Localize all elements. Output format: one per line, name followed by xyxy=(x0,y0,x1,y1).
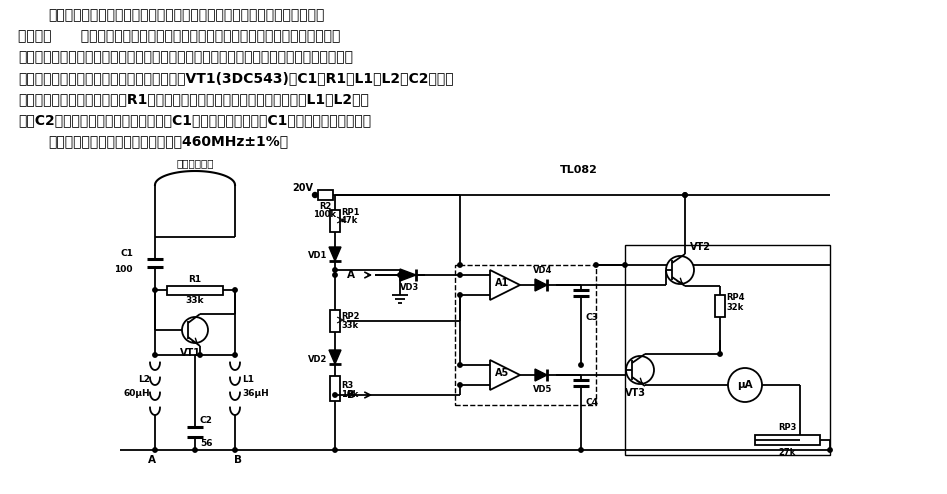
Circle shape xyxy=(828,448,832,452)
Polygon shape xyxy=(490,270,520,300)
Polygon shape xyxy=(329,247,341,261)
Polygon shape xyxy=(535,369,547,381)
Text: R3: R3 xyxy=(341,381,353,390)
Text: 47k: 47k xyxy=(341,216,358,225)
Text: VD5: VD5 xyxy=(533,385,553,394)
Text: C1: C1 xyxy=(120,248,133,257)
Circle shape xyxy=(198,353,203,357)
Text: C4: C4 xyxy=(586,398,599,407)
Bar xyxy=(715,295,725,317)
Polygon shape xyxy=(490,360,520,390)
Circle shape xyxy=(193,448,197,452)
Text: R1: R1 xyxy=(188,275,202,284)
Polygon shape xyxy=(400,269,416,281)
Text: TL082: TL082 xyxy=(560,165,598,175)
Bar xyxy=(330,376,340,401)
Circle shape xyxy=(182,317,208,343)
Text: B: B xyxy=(234,455,242,465)
Text: 100: 100 xyxy=(115,265,133,275)
Text: VD3: VD3 xyxy=(401,283,420,292)
Text: 32k: 32k xyxy=(726,303,743,312)
Text: 10k: 10k xyxy=(341,390,358,399)
Text: VT3: VT3 xyxy=(624,388,646,398)
Circle shape xyxy=(623,263,627,267)
Text: 半波振子天线: 半波振子天线 xyxy=(176,158,214,168)
Text: RP1: RP1 xyxy=(341,208,360,217)
Text: 60μH: 60μH xyxy=(123,388,150,398)
Circle shape xyxy=(332,273,337,277)
Circle shape xyxy=(579,448,583,452)
Text: VD2: VD2 xyxy=(308,355,327,364)
Bar xyxy=(755,435,820,445)
Text: 去，此电波经反射向地面辐射；由高频晶体管VT1(3DC543)、C1、R1、L1、L2、C2及天线: 去，此电波经反射向地面辐射；由高频晶体管VT1(3DC543)、C1、R1、L1… xyxy=(18,71,454,85)
Circle shape xyxy=(152,353,157,357)
Circle shape xyxy=(457,273,462,277)
Text: L1: L1 xyxy=(242,375,254,384)
Text: C2: C2 xyxy=(200,416,213,425)
Circle shape xyxy=(332,393,337,397)
Text: 容器C2作高频滤波器，振荡频率决定于C1及天线参数，可改变C1调整自激振荡器频率以: 容器C2作高频滤波器，振荡频率决定于C1及天线参数，可改变C1调整自激振荡器频率… xyxy=(18,113,371,127)
Circle shape xyxy=(313,193,317,198)
Text: B: B xyxy=(347,390,355,400)
Bar xyxy=(330,310,340,332)
Text: VT2: VT2 xyxy=(690,242,711,252)
Text: A1: A1 xyxy=(495,278,509,288)
Text: L2: L2 xyxy=(138,375,150,384)
Polygon shape xyxy=(535,279,547,291)
Circle shape xyxy=(233,448,237,452)
Circle shape xyxy=(398,273,402,277)
Text: 组成电容三点式振荡器，电阻R1用来选择自激振荡器的静态工作点，扼流圈L1和L2与电: 组成电容三点式振荡器，电阻R1用来选择自激振荡器的静态工作点，扼流圈L1和L2与… xyxy=(18,92,369,106)
Text: 土壤水分电子测量仪可以用来快速地测定田间和温室的土壤内水分的含量。: 土壤水分电子测量仪可以用来快速地测定田间和温室的土壤内水分的含量。 xyxy=(48,8,325,22)
Circle shape xyxy=(579,363,583,367)
Circle shape xyxy=(594,263,599,267)
Bar xyxy=(625,245,830,455)
Text: 20V: 20V xyxy=(292,183,313,193)
Circle shape xyxy=(457,363,462,367)
Circle shape xyxy=(457,383,462,387)
Circle shape xyxy=(233,288,237,292)
Bar xyxy=(455,265,596,405)
Bar xyxy=(167,286,223,295)
Text: RP3: RP3 xyxy=(777,423,796,432)
Text: 33k: 33k xyxy=(341,321,358,330)
Text: 100k: 100k xyxy=(313,210,336,219)
Text: A5: A5 xyxy=(495,368,509,378)
Text: VD1: VD1 xyxy=(308,251,327,260)
Circle shape xyxy=(233,353,237,357)
Bar xyxy=(318,190,333,200)
Polygon shape xyxy=(329,350,341,364)
Text: 36μH: 36μH xyxy=(242,388,269,398)
Text: VD4: VD4 xyxy=(533,266,553,275)
Text: RP2: RP2 xyxy=(341,312,360,321)
Text: μA: μA xyxy=(737,380,753,390)
Text: VT1: VT1 xyxy=(180,348,201,358)
Circle shape xyxy=(728,368,762,402)
Circle shape xyxy=(152,288,157,292)
Text: 33k: 33k xyxy=(186,296,205,305)
Text: 同时，天线又是自激振荡器的振荡回路和负载；自激振荡器在天线里产生高频振荡并发射出: 同时，天线又是自激振荡器的振荡回路和负载；自激振荡器在天线里产生高频振荡并发射出 xyxy=(18,50,353,64)
Text: 及与天线的耦合程度。工作频率选为460MHz±1%。: 及与天线的耦合程度。工作频率选为460MHz±1%。 xyxy=(48,134,288,148)
Circle shape xyxy=(626,356,654,384)
Text: R2: R2 xyxy=(319,202,331,211)
Text: C3: C3 xyxy=(586,313,599,322)
Circle shape xyxy=(332,448,337,452)
Circle shape xyxy=(683,193,688,197)
Bar xyxy=(330,210,340,232)
Circle shape xyxy=(683,193,688,197)
Text: RP4: RP4 xyxy=(726,293,744,302)
Circle shape xyxy=(332,268,337,272)
Circle shape xyxy=(666,256,694,284)
Text: 27k: 27k xyxy=(778,448,795,457)
Circle shape xyxy=(457,293,462,297)
Text: 56: 56 xyxy=(200,439,212,448)
Circle shape xyxy=(457,263,462,267)
Circle shape xyxy=(718,352,723,356)
Text: A: A xyxy=(347,270,355,280)
Text: 电路如图      所示。天线采用双导线馈接的半波振子，用来辐射电波和接收反射波。: 电路如图 所示。天线采用双导线馈接的半波振子，用来辐射电波和接收反射波。 xyxy=(18,29,340,43)
Text: A: A xyxy=(148,455,156,465)
Circle shape xyxy=(152,448,157,452)
